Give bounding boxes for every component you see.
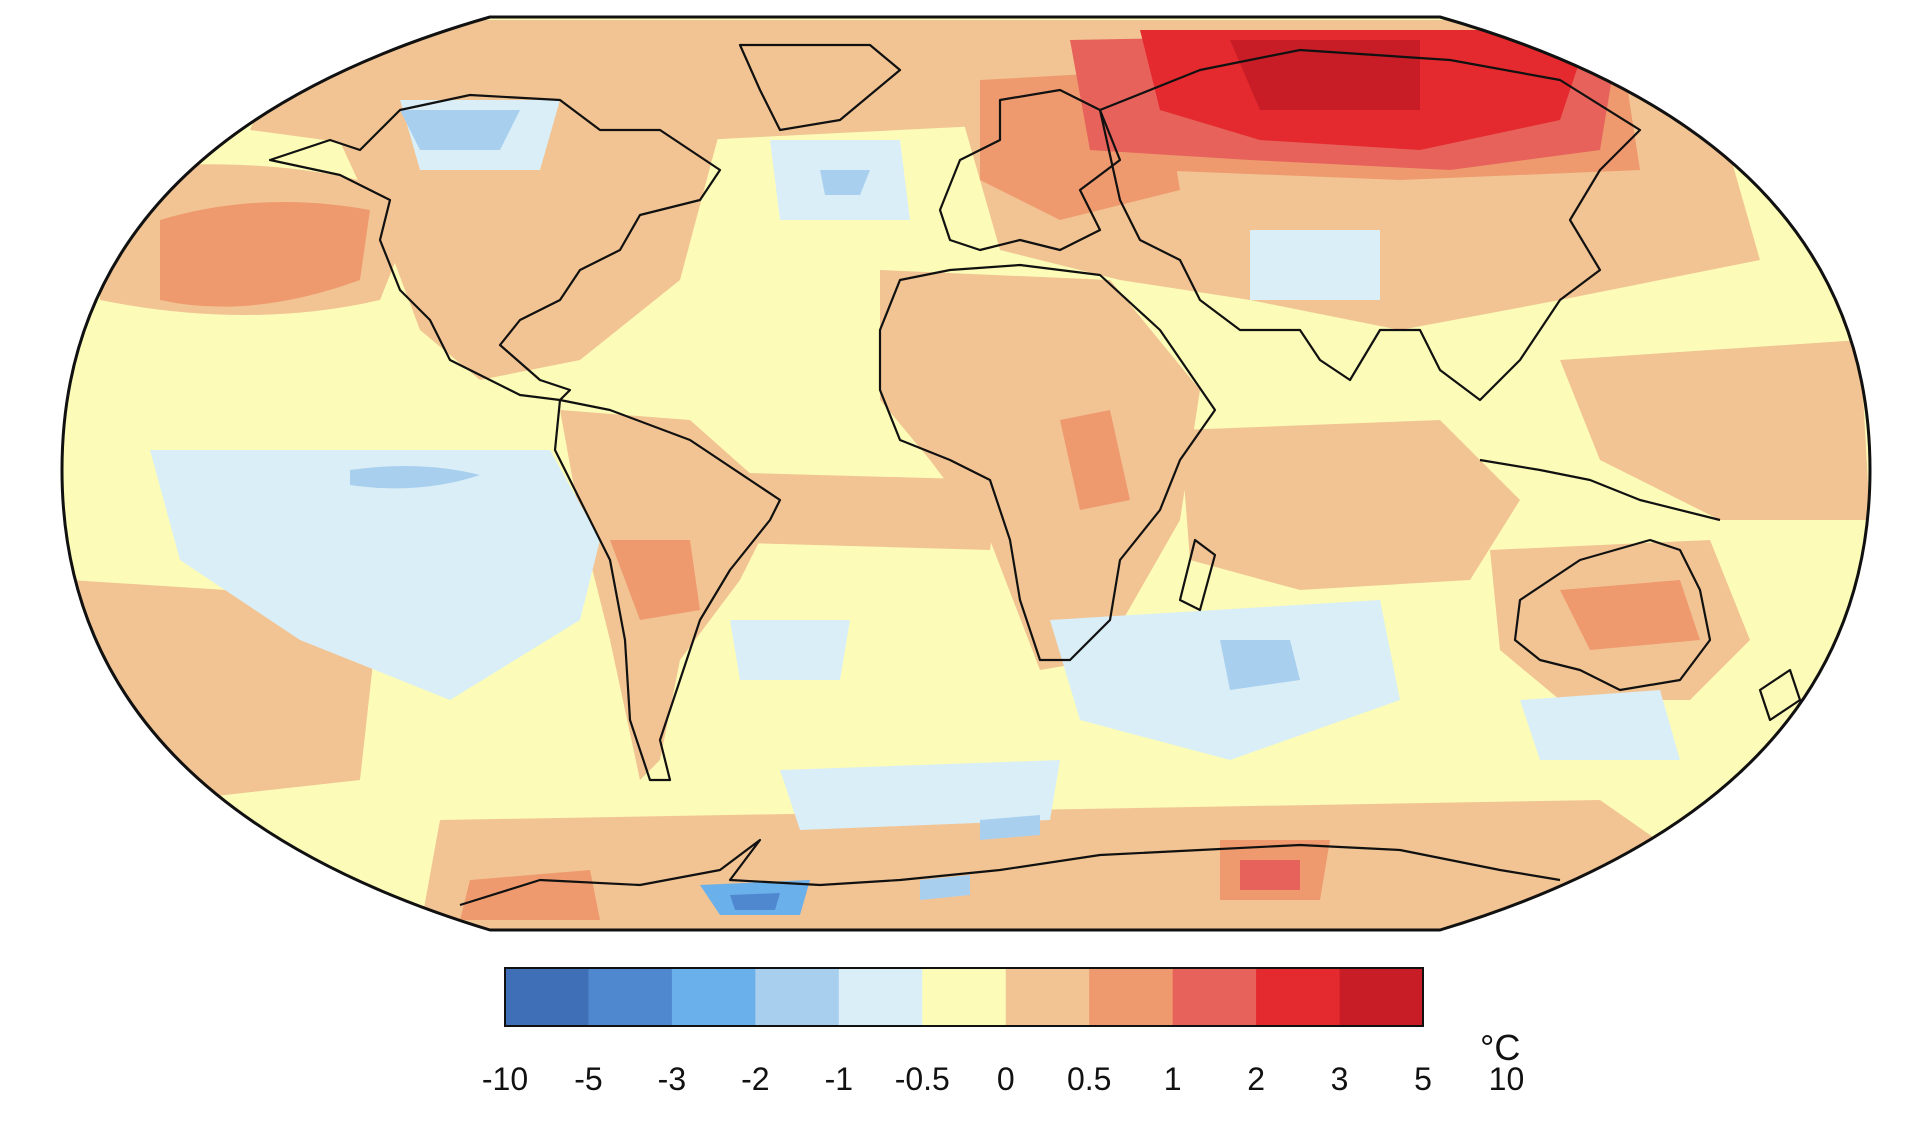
colorbar-segment (505, 968, 589, 1026)
coastline-asia (1098, 48, 1642, 402)
colorbar-segment (1005, 968, 1090, 1026)
coldest-core-peninsula (730, 893, 780, 910)
coastline-europe (938, 88, 1122, 252)
cold-patch-weddell (920, 875, 970, 900)
coastline-australia (1513, 538, 1712, 692)
cold-patch-baffin (400, 110, 520, 150)
warm-patch-north-america (330, 120, 720, 380)
colorbar-tick-label: -1 (825, 1061, 853, 1097)
coastline-south-america (553, 398, 782, 782)
coastline-africa (878, 263, 1217, 662)
coastline-antarctica (459, 838, 1561, 907)
colorbar-segment (588, 968, 673, 1026)
colorbar-unit-label: °C (1480, 1027, 1520, 1068)
coastline-north-america (268, 93, 722, 402)
colorbar-tick-label: -2 (741, 1061, 769, 1097)
cool-patch-south-atlantic (730, 620, 850, 680)
hot-patch-antarctic (1240, 860, 1300, 890)
colorbar-segment (1172, 968, 1257, 1026)
colorbar-tick-label: 2 (1247, 1061, 1265, 1097)
colorbar-tick-label: -3 (658, 1061, 686, 1097)
colorbar-segment (1339, 968, 1424, 1026)
colorbar-tick-label: -0.5 (895, 1061, 950, 1097)
colorbar-segment (755, 968, 840, 1026)
colorbar-tick-label: 3 (1331, 1061, 1349, 1097)
coastline-new-zealand (1758, 668, 1802, 722)
colorbar-segment (1256, 968, 1341, 1026)
coastline-madagascar (1178, 538, 1217, 612)
colorbar (504, 967, 1424, 1027)
colorbar-tick-labels: -10 -5 -3 -2 -1 -0.5 0 0.5 1 2 3 5 10 (482, 1061, 1524, 1097)
strong-warm-north-pacific (160, 202, 370, 307)
coastlines (268, 43, 1802, 907)
strong-warm-south-america-core (610, 540, 700, 620)
warm-patch-africa (880, 270, 1200, 670)
cold-patch-atlantic (820, 170, 870, 195)
colorbar-segment (1089, 968, 1174, 1026)
colorbar-tick-label: 1 (1164, 1061, 1182, 1097)
warm-patch-indian-ocean (1180, 420, 1520, 590)
cool-patch-southern-ocean (780, 760, 1060, 830)
colorbar-tick-label: 10 (1489, 1061, 1525, 1097)
hot-patch-siberia-core (1230, 40, 1420, 110)
warm-patch-tropical-atlantic (640, 470, 1000, 550)
colorbar-tick-label: 5 (1414, 1061, 1432, 1097)
coastline-greenland (738, 43, 902, 132)
colorbar-tick-label: -5 (574, 1061, 602, 1097)
colorbar-tick-label: 0 (997, 1061, 1015, 1097)
strong-warm-australia (1560, 580, 1700, 650)
colorbar-segment (922, 968, 1007, 1026)
warm-patch-southern-band (420, 800, 1700, 930)
cool-patch-tropical-pacific (150, 450, 600, 700)
colorbar-tick-label: 0.5 (1067, 1061, 1111, 1097)
cold-patch-indian (1220, 640, 1300, 690)
cold-patch-pacific (350, 466, 480, 489)
colorbar-tick-label: -10 (482, 1061, 528, 1097)
cool-patch-asia (1250, 230, 1380, 300)
strong-warm-central-africa (1060, 410, 1130, 510)
cool-patch-tasman (1520, 690, 1680, 760)
cool-patch-south-indian (1050, 600, 1400, 760)
coastline-indonesia (1479, 458, 1721, 522)
warm-patch-west-pacific (1560, 340, 1870, 520)
strong-warm-west-antarctic (460, 870, 600, 920)
colorbar-border (504, 967, 1424, 1027)
cold-patch-southern (980, 815, 1040, 840)
colorbar-segment (671, 968, 756, 1026)
colorbar-segment (838, 968, 923, 1026)
map-frame (60, 15, 1872, 932)
